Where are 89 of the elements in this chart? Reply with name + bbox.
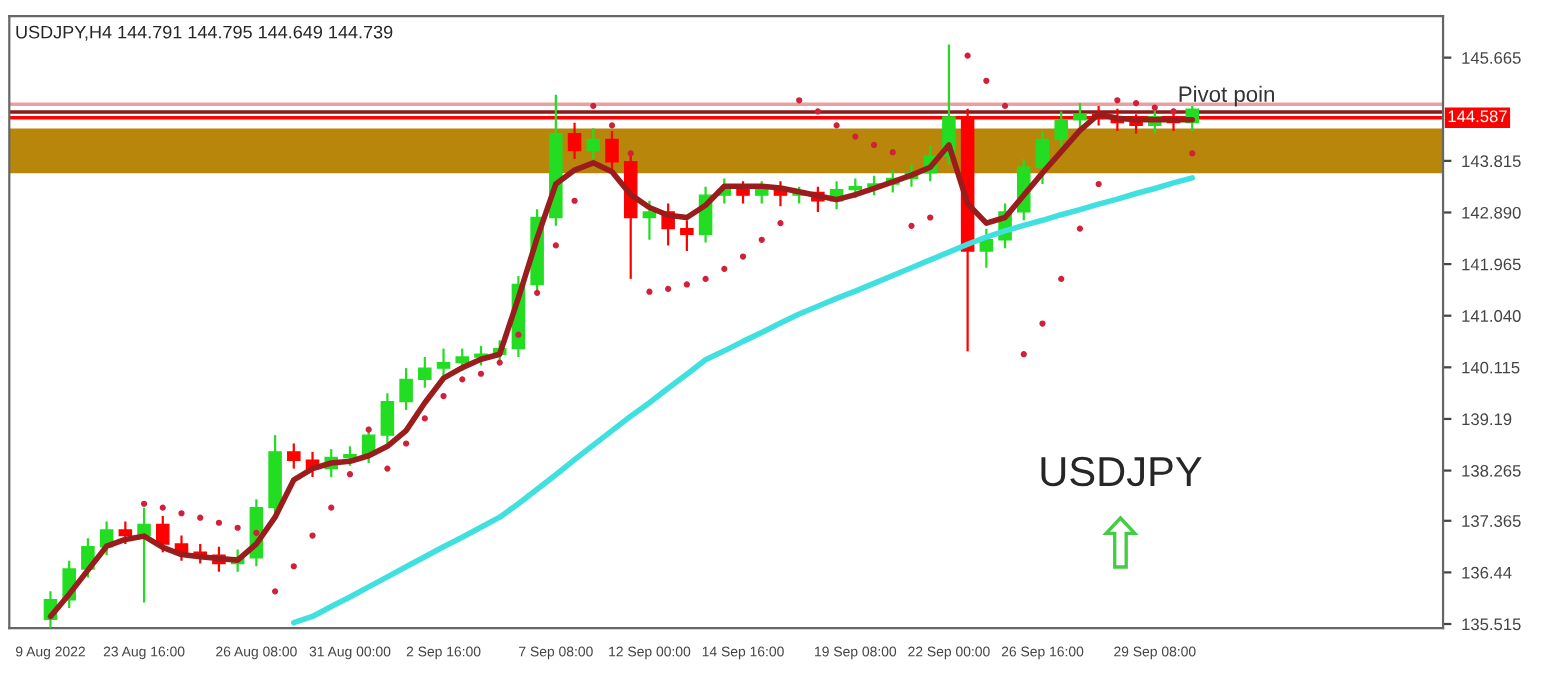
- candlestick: [680, 219, 694, 253]
- candlestick: [1073, 101, 1087, 130]
- candlestick: [399, 367, 413, 412]
- candlestick: [436, 347, 451, 378]
- point: [552, 242, 559, 249]
- y-tick-label: 141.965: [1462, 258, 1521, 271]
- ref-line-label: Pivot poin: [1179, 85, 1274, 107]
- point: [1076, 225, 1084, 232]
- point: [1151, 104, 1158, 111]
- y-tick-label: 139.19: [1462, 413, 1512, 426]
- candlestick: [1035, 129, 1050, 186]
- point: [889, 149, 896, 156]
- point: [1058, 275, 1065, 282]
- point: [140, 500, 148, 507]
- point: [496, 359, 503, 366]
- point: [459, 376, 466, 383]
- point: [159, 504, 166, 511]
- point: [1020, 351, 1027, 358]
- point: [627, 150, 634, 157]
- point: [271, 588, 279, 595]
- point: [646, 288, 653, 295]
- point: [739, 253, 747, 260]
- y-tick-label: 138.265: [1462, 464, 1521, 477]
- y-tick-label: 145.665: [1462, 52, 1521, 64]
- point: [384, 465, 391, 472]
- point: [796, 97, 803, 104]
- point: [477, 370, 485, 377]
- annotation: USDJPY: [1041, 456, 1202, 487]
- candlestick: [586, 127, 601, 161]
- y-tick-label: 137.365: [1462, 515, 1521, 527]
- point: [234, 524, 241, 531]
- point: [1039, 320, 1046, 327]
- point: [346, 471, 354, 478]
- y-tick-label: 136.44: [1462, 566, 1512, 579]
- y-tick-label: 141.040: [1462, 310, 1521, 322]
- point: [683, 281, 690, 288]
- candlestick: [418, 355, 432, 389]
- point: [253, 529, 260, 536]
- candlestick: [642, 199, 657, 241]
- candlestick: [287, 442, 301, 470]
- point: [1001, 102, 1009, 109]
- point: [1114, 97, 1121, 104]
- point: [1095, 180, 1102, 188]
- point: [777, 219, 784, 227]
- point: [852, 133, 859, 140]
- y-tick-label: 140.115: [1462, 361, 1520, 374]
- point: [814, 108, 821, 115]
- point: [421, 415, 428, 422]
- point: [197, 514, 204, 521]
- point: [534, 289, 541, 296]
- point: [758, 236, 765, 243]
- point: [927, 214, 934, 221]
- point: [178, 510, 185, 517]
- point: [590, 102, 597, 109]
- point: [571, 197, 578, 204]
- point: [608, 122, 616, 129]
- point: [1132, 100, 1140, 107]
- y-tick-label: 143.815: [1462, 155, 1521, 168]
- candlestick: [380, 392, 395, 445]
- point: [721, 265, 728, 272]
- candlestick: [343, 445, 357, 467]
- point: [309, 532, 316, 539]
- point: [440, 392, 447, 400]
- point: [365, 426, 372, 433]
- point: [1189, 150, 1196, 157]
- point: [403, 440, 410, 447]
- point: [515, 331, 522, 338]
- point: [328, 504, 335, 511]
- y-tick-label: 135.515: [1462, 618, 1521, 631]
- annotation: USDJPY,H4 144.791 144.795 144.649 144.739: [16, 25, 393, 41]
- candlestick: [754, 180, 769, 205]
- point: [983, 77, 990, 84]
- y-tick-label: 142.890: [1462, 206, 1521, 219]
- candlestick: [848, 177, 863, 200]
- candlestick: [1054, 110, 1068, 149]
- point: [870, 141, 878, 149]
- candlestick: [118, 520, 133, 546]
- point: [665, 285, 672, 293]
- point: [833, 122, 840, 129]
- candlestick: [156, 514, 170, 554]
- point: [215, 519, 223, 526]
- point: [1170, 108, 1177, 115]
- ref-line-label: 144.587: [1448, 110, 1507, 123]
- point: [964, 52, 971, 59]
- point: [702, 275, 709, 282]
- point: [290, 563, 297, 570]
- candlestick: [605, 129, 619, 172]
- point: [908, 222, 915, 229]
- candlestick: [567, 121, 582, 161]
